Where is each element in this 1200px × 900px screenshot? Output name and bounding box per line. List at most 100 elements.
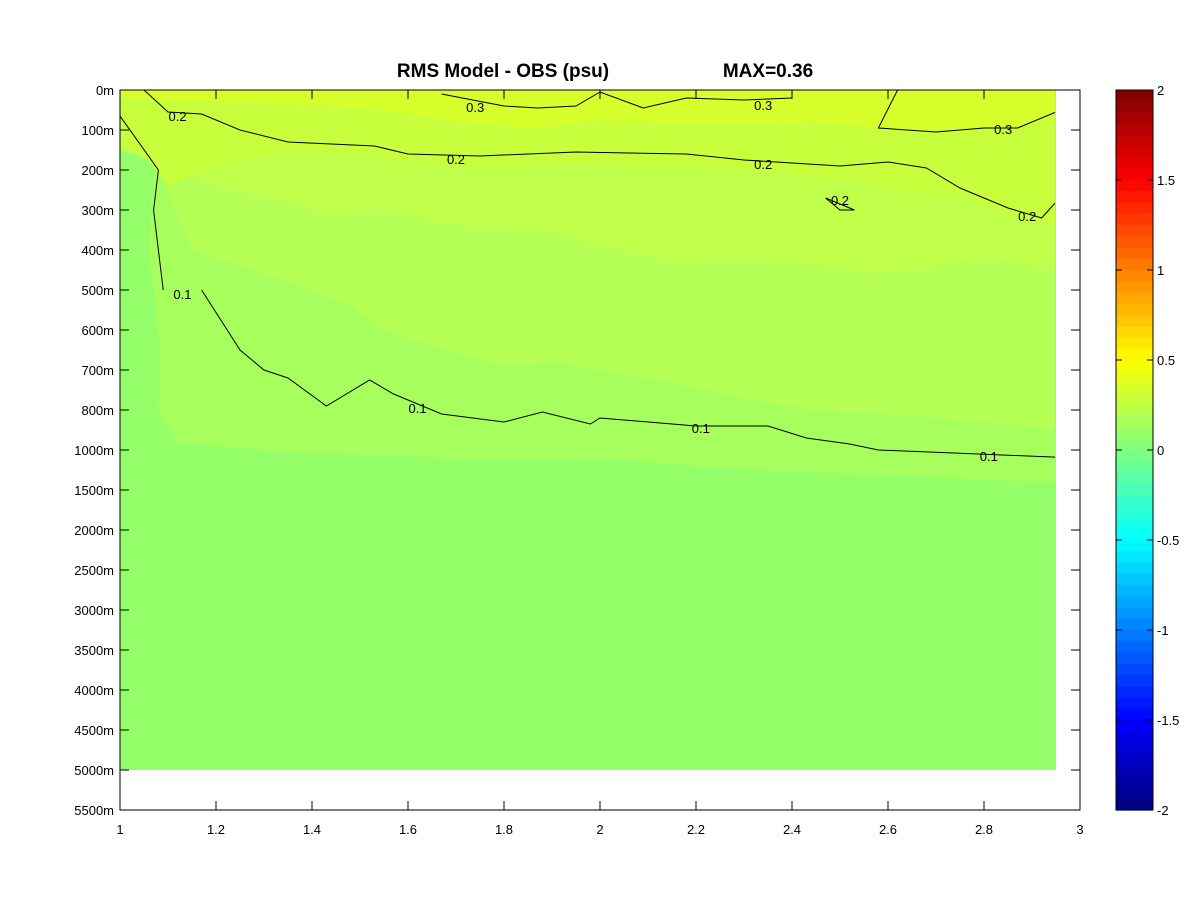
colorbar-band	[1116, 315, 1153, 327]
contour-label: 0.1	[980, 449, 998, 464]
colorbar-band	[1116, 303, 1153, 316]
colorbar-band	[1116, 438, 1153, 451]
colorbar-band	[1116, 450, 1153, 462]
x-tick-label: 2.2	[687, 822, 705, 837]
colorbar-band	[1116, 461, 1153, 474]
contour-line-0_1	[120, 115, 164, 291]
contour-line-0_2	[143, 90, 1055, 219]
contour-line-0_1	[201, 289, 1055, 458]
colorbar-band	[1116, 157, 1153, 170]
colorbar-ticks: 2 1.5 1 0.5 0 -0.5 -1 -1.5 -2	[1116, 83, 1179, 818]
colorbar-band	[1116, 641, 1153, 654]
x-tick-label: 1.2	[207, 822, 225, 837]
contour-label: 0.2	[1018, 209, 1036, 224]
contour-line-0_2	[825, 197, 855, 211]
colorbar-band	[1116, 618, 1153, 631]
colorbar-band	[1116, 483, 1153, 496]
contour-label: 0.3	[994, 122, 1012, 137]
colorbar-band	[1116, 776, 1153, 789]
x-tick-label: 1.8	[495, 822, 513, 837]
colorbar-band	[1116, 135, 1153, 147]
colorbar-tick-label: 0.5	[1157, 353, 1175, 368]
colorbar-band	[1116, 528, 1153, 541]
y-tick-label: 3000m	[74, 603, 114, 618]
colorbar-band	[1116, 326, 1153, 339]
contour-labels: 0.3 0.3 0.3 0.2 0.2 0.2 0.2 0.2 0.1 0.1 0.1 0.1	[169, 98, 1037, 464]
contour-label: 0.2	[169, 109, 187, 124]
contour-label: 0.1	[173, 287, 191, 302]
colorbar-band	[1116, 405, 1153, 417]
x-tick-label: 2	[596, 822, 603, 837]
contour-label: 0.1	[409, 401, 427, 416]
y-tick-label: 4500m	[74, 723, 114, 738]
colorbar-tick-label: -1	[1157, 623, 1169, 638]
colorbar-tick-label: 2	[1157, 83, 1164, 98]
colorbar-band	[1116, 112, 1153, 125]
y-tick-label: 800m	[81, 403, 114, 418]
contour-line-0_3	[877, 90, 1055, 133]
colorbar-band	[1116, 416, 1153, 429]
colorbar-band	[1116, 191, 1153, 204]
y-tick-label: 5000m	[74, 763, 114, 778]
colorbar-band	[1116, 281, 1153, 294]
colorbar-band	[1116, 607, 1153, 620]
y-tick-label: 500m	[81, 283, 114, 298]
colorbar-band	[1116, 292, 1153, 305]
y-tick-label: 100m	[81, 123, 114, 138]
colorbar-band	[1116, 472, 1153, 485]
colorbar-band	[1116, 720, 1153, 732]
colorbar-band	[1116, 393, 1153, 406]
colorbar-band	[1116, 675, 1153, 687]
colorbar-band	[1116, 517, 1153, 530]
chart-title: RMS Model - OBS (psu)	[397, 61, 609, 82]
colorbar-band	[1116, 708, 1153, 721]
colorbar-band	[1116, 798, 1153, 811]
x-axis: 1 1.2 1.4 1.6 1.8 2 2.2 2.4 2.6 2.8 3	[116, 90, 1084, 837]
colorbar-tick-label: -1.5	[1157, 713, 1179, 728]
colorbar-band	[1116, 663, 1153, 676]
colorbar-band	[1116, 270, 1153, 282]
colorbar-band	[1116, 697, 1153, 710]
colorbar-band	[1116, 731, 1153, 744]
colorbar-band	[1116, 540, 1153, 552]
y-tick-label: 200m	[81, 163, 114, 178]
colorbar-band	[1116, 123, 1153, 136]
x-tick-label: 2.4	[783, 822, 801, 837]
colorbar-band	[1116, 573, 1153, 586]
y-tick-label: 5500m	[74, 803, 114, 818]
y-tick-label: 2000m	[74, 523, 114, 538]
colorbar-tick-label: -0.5	[1157, 533, 1179, 548]
y-tick-label: 2500m	[74, 563, 114, 578]
colorbar-band	[1116, 258, 1153, 271]
colorbar-band	[1116, 753, 1153, 766]
colorbar-band	[1116, 596, 1153, 609]
colorbar-band	[1116, 247, 1153, 260]
y-tick-label: 400m	[81, 243, 114, 258]
contour-label: 0.2	[754, 157, 772, 172]
x-tick-label: 1	[116, 822, 123, 837]
y-tick-label: 3500m	[74, 643, 114, 658]
colorbar-tick-label: 1	[1157, 263, 1164, 278]
filled-contour-regions	[120, 90, 1055, 482]
colorbar-band	[1116, 101, 1153, 114]
y-tick-label: 700m	[81, 363, 114, 378]
colorbar-band	[1116, 337, 1153, 350]
y-tick-label: 1000m	[74, 443, 114, 458]
contour-label: 0.2	[831, 193, 849, 208]
colorbar-band	[1116, 765, 1153, 777]
max-value-label: MAX=0.36	[723, 61, 813, 82]
colorbar-band	[1116, 348, 1153, 361]
x-tick-label: 2.8	[975, 822, 993, 837]
colorbar-band	[1116, 652, 1153, 665]
colorbar-band	[1116, 495, 1153, 507]
colorbar-band	[1116, 225, 1153, 237]
colorbar-band	[1116, 168, 1153, 181]
colorbar-band	[1116, 202, 1153, 215]
x-tick-label: 1.4	[303, 822, 321, 837]
colorbar-band	[1116, 630, 1153, 642]
x-tick-label: 2.6	[879, 822, 897, 837]
colorbar-band	[1116, 146, 1153, 159]
colorbar-band	[1116, 585, 1153, 597]
y-tick-label: 4000m	[74, 683, 114, 698]
